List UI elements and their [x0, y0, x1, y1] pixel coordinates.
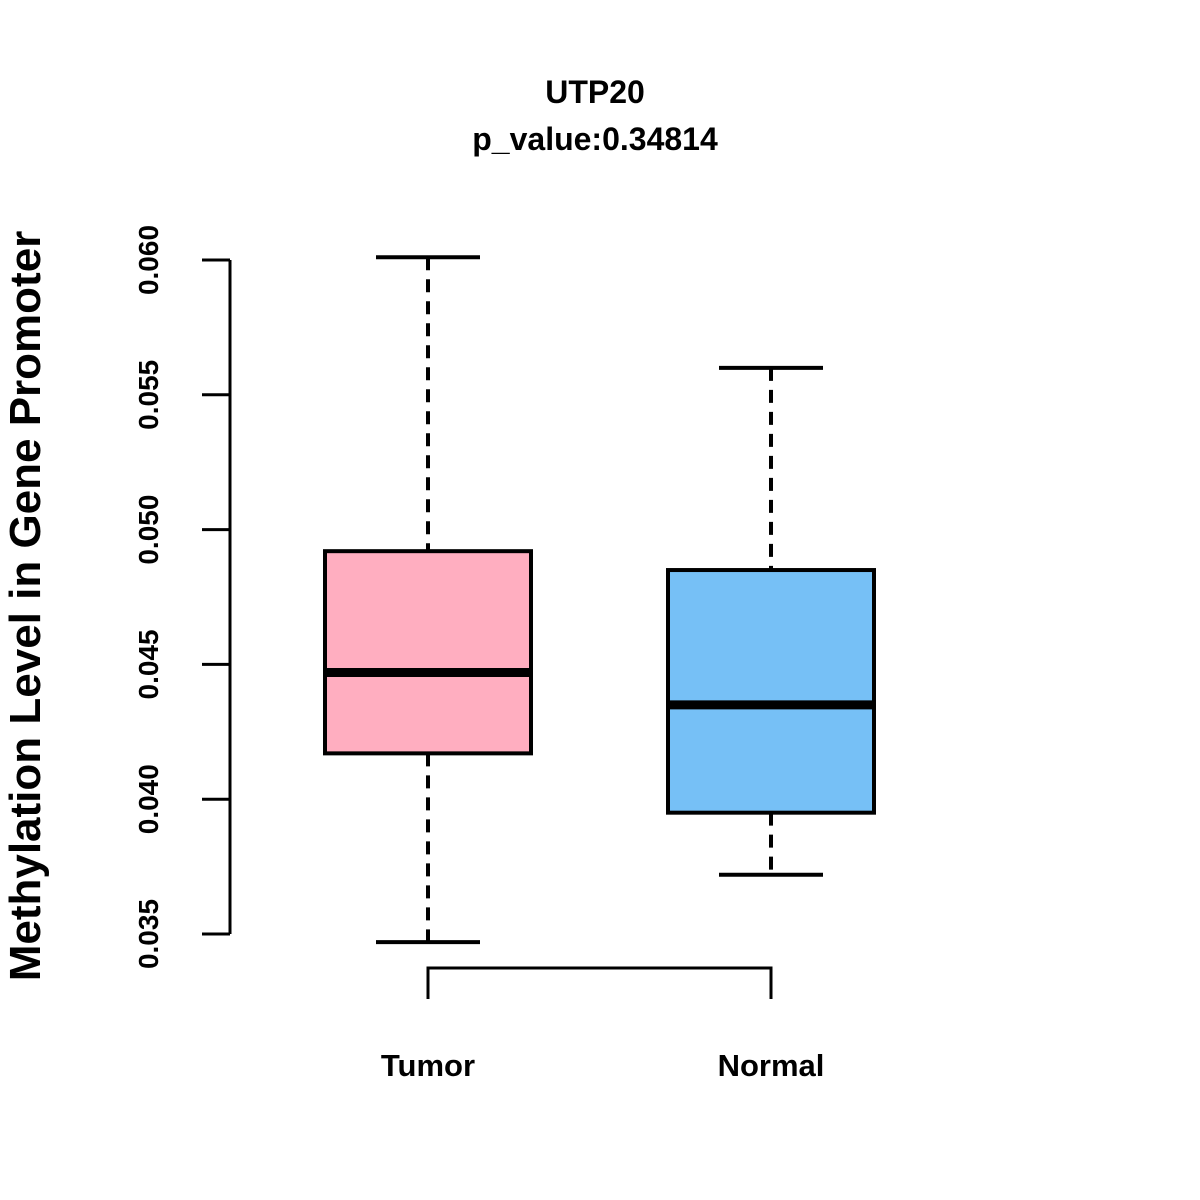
- y-tick-label: 0.040: [133, 764, 164, 834]
- chart-title: UTP20: [545, 74, 645, 110]
- chart-subtitle: p_value:0.34814: [472, 121, 718, 157]
- iqr-box-tumor: [323, 549, 533, 756]
- y-tick-label: 0.055: [133, 360, 164, 430]
- comparison-bracket: [426, 966, 773, 999]
- x-category-label-tumor: Tumor: [381, 1048, 475, 1083]
- y-axis-title: Methylation Level in Gene Promoter: [1, 231, 50, 982]
- y-tick-label: 0.035: [133, 899, 164, 969]
- plot-area: 0.060 0.055 0.050 0.045 0.040 0.035: [133, 225, 876, 999]
- x-category-label-normal: Normal: [718, 1048, 825, 1083]
- y-tick-label: 0.060: [133, 225, 164, 295]
- y-tick-label: 0.050: [133, 495, 164, 565]
- y-tick-label: 0.045: [133, 629, 164, 699]
- iqr-box-normal: [666, 568, 876, 815]
